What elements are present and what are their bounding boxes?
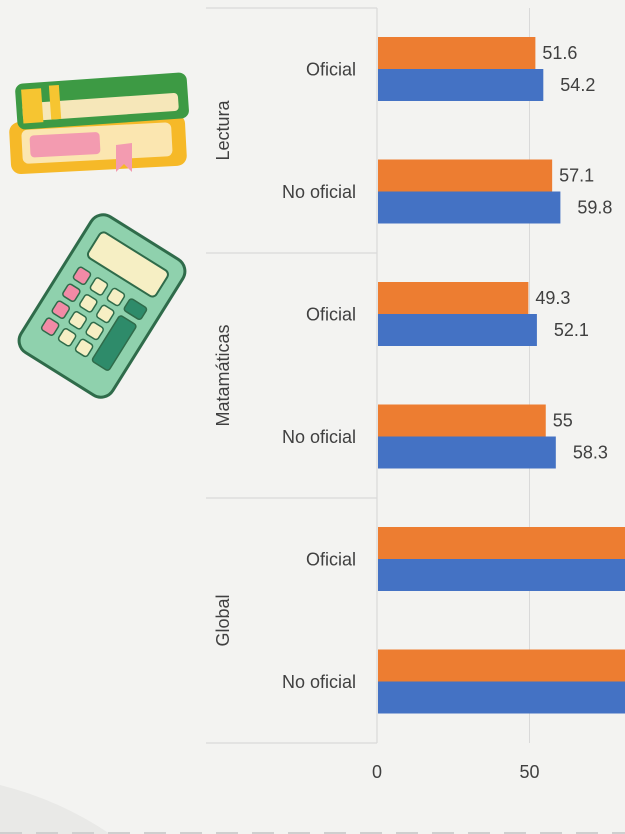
bar bbox=[378, 314, 537, 346]
books-icon bbox=[9, 72, 189, 175]
x-tick-label: 50 bbox=[519, 762, 539, 782]
bar bbox=[378, 37, 536, 69]
bar bbox=[378, 559, 625, 591]
calculator-icon bbox=[17, 213, 187, 399]
data-label: 49.3 bbox=[535, 288, 570, 308]
bar bbox=[378, 69, 544, 101]
data-label: 51.6 bbox=[542, 43, 577, 63]
category-label: No oficial bbox=[282, 427, 356, 447]
bar bbox=[378, 404, 546, 437]
bar bbox=[378, 436, 556, 469]
data-label: 54.2 bbox=[560, 75, 595, 95]
bar bbox=[378, 159, 553, 192]
plot-area: Lectura Oficial 51.6 54.2 No oficial 57.1 59.8… bbox=[0, 7, 625, 834]
data-label: 55 bbox=[553, 411, 573, 431]
category-label: No oficial bbox=[282, 182, 356, 202]
bar bbox=[378, 681, 625, 714]
category-label: Oficial bbox=[306, 59, 356, 79]
bar bbox=[378, 282, 529, 314]
group-label: Global bbox=[213, 594, 233, 646]
x-tick-label: 0 bbox=[372, 762, 382, 782]
group-label: Matamáticas bbox=[213, 324, 233, 426]
bar bbox=[378, 649, 625, 682]
category-label: Oficial bbox=[306, 549, 356, 569]
category-label: No oficial bbox=[282, 672, 356, 692]
data-label: 58.3 bbox=[573, 443, 608, 463]
bar bbox=[378, 527, 625, 559]
background-swoosh bbox=[0, 785, 110, 834]
bar bbox=[378, 191, 561, 224]
group-label: Lectura bbox=[213, 99, 233, 160]
category-label: Oficial bbox=[306, 304, 356, 324]
data-label: 59.8 bbox=[577, 198, 612, 218]
data-label: 57.1 bbox=[559, 166, 594, 186]
data-label: 52.1 bbox=[554, 320, 589, 340]
